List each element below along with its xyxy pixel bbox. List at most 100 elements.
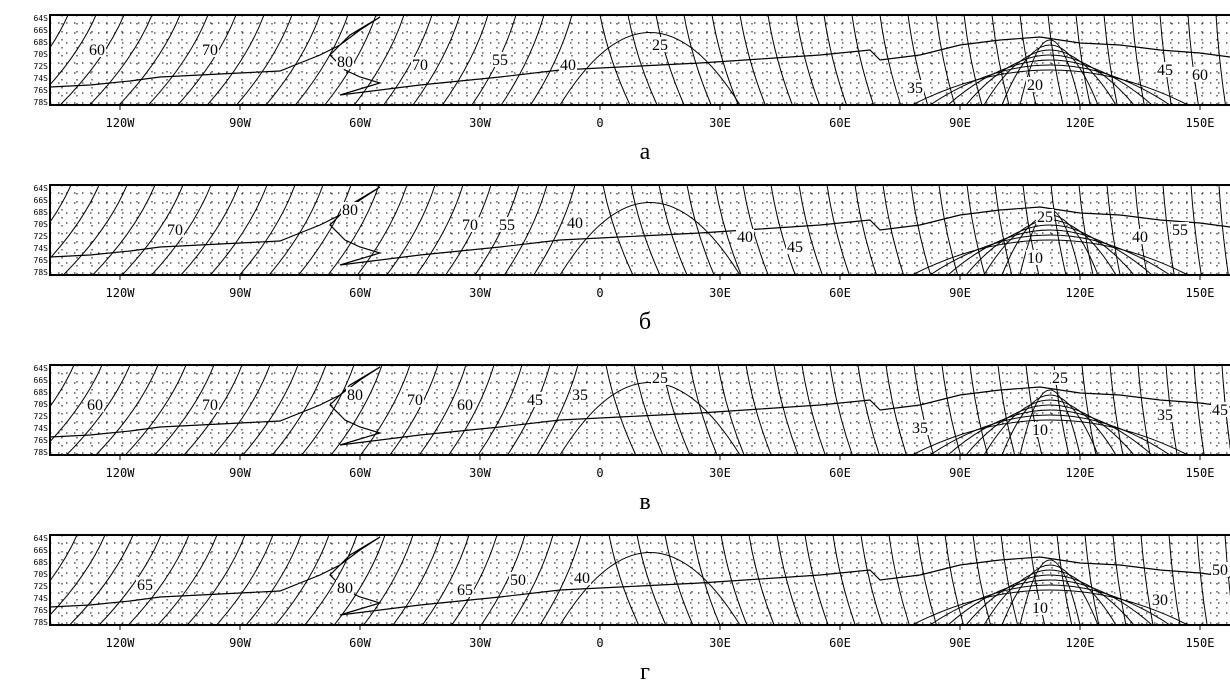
label-bg bbox=[341, 202, 359, 217]
contour-label: 45 bbox=[787, 239, 803, 256]
contour-label: 70 bbox=[202, 42, 218, 59]
contour-line bbox=[608, 535, 640, 625]
y-tick-label: 68S bbox=[34, 388, 49, 397]
y-tick-label: 64S bbox=[34, 534, 49, 543]
contour-line bbox=[965, 224, 1135, 275]
y-tick-label: 76S bbox=[34, 606, 49, 615]
contour-line bbox=[804, 535, 829, 625]
contour-line bbox=[121, 185, 184, 275]
label-bg bbox=[136, 577, 154, 592]
y-tick-label: 78S bbox=[34, 448, 49, 457]
y-tick-label: 64S bbox=[34, 184, 49, 193]
contour-label: 30 bbox=[1152, 592, 1168, 609]
contour-line bbox=[860, 535, 883, 625]
contour-line bbox=[711, 15, 739, 105]
contour-line bbox=[50, 15, 97, 86]
contour-line bbox=[770, 185, 796, 275]
contour-line bbox=[655, 15, 685, 105]
label-bg bbox=[571, 387, 589, 402]
contour-label: 40 bbox=[1132, 229, 1148, 246]
contour-label: 40 bbox=[560, 57, 576, 74]
x-tick-label: 60W bbox=[349, 116, 371, 130]
x-tick-label: 120W bbox=[106, 116, 136, 130]
contour-line bbox=[559, 32, 741, 105]
y-tick-label: 72S bbox=[34, 62, 49, 71]
contour-line bbox=[720, 535, 748, 625]
contour-line bbox=[826, 185, 850, 275]
contour-line bbox=[330, 365, 383, 455]
contour-line bbox=[745, 365, 772, 455]
x-tick-label: 90E bbox=[949, 116, 971, 130]
contour-line bbox=[773, 365, 799, 455]
contour-line bbox=[854, 185, 877, 275]
label-bg bbox=[1036, 209, 1054, 224]
contour-line bbox=[1168, 535, 1181, 625]
label-bg bbox=[336, 580, 354, 595]
label-bg bbox=[911, 420, 929, 435]
x-tick-label: 30E bbox=[709, 116, 731, 130]
contour-line bbox=[929, 234, 1171, 275]
contour-label: 70 bbox=[167, 222, 183, 239]
contour-line bbox=[271, 365, 327, 455]
y-tick-label: 68S bbox=[34, 558, 49, 567]
label-bg bbox=[1026, 250, 1044, 265]
contour-line bbox=[1137, 365, 1151, 455]
contour-line bbox=[983, 569, 1117, 625]
contour-line bbox=[929, 414, 1171, 455]
panel-label: а bbox=[640, 139, 651, 165]
contour-line bbox=[245, 535, 302, 625]
contour-line bbox=[776, 535, 802, 625]
label-bg bbox=[1156, 62, 1174, 77]
x-tick-label: 60E bbox=[829, 116, 851, 130]
contour-line bbox=[412, 15, 461, 105]
contour-label: 55 bbox=[492, 52, 508, 69]
contour-line bbox=[186, 535, 246, 625]
contour-line bbox=[268, 185, 324, 275]
contour-line bbox=[209, 185, 268, 275]
contour-line bbox=[686, 185, 715, 275]
map-panel: 60 70 80 70 55 40 25 35 20 45 60 120W 90W 60W 30W 0 30E 6… bbox=[34, 14, 1230, 165]
contour-line bbox=[965, 574, 1135, 625]
x-tick-label: 30W bbox=[469, 116, 491, 130]
x-tick-label: 60E bbox=[829, 466, 851, 480]
contour-line bbox=[1162, 185, 1175, 275]
contour-line bbox=[689, 365, 718, 455]
y-tick-label: 66S bbox=[34, 196, 49, 205]
contour-line bbox=[503, 185, 548, 275]
contour-label: 50 bbox=[510, 572, 526, 589]
contour-line bbox=[559, 382, 741, 455]
contour-line bbox=[477, 365, 523, 455]
y-tick-label: 70S bbox=[34, 400, 49, 409]
contour-line bbox=[851, 15, 875, 105]
contour-line bbox=[507, 365, 551, 455]
label-bg bbox=[1031, 600, 1049, 615]
contour-label: 80 bbox=[337, 54, 353, 71]
contour-line bbox=[50, 535, 106, 616]
label-bg bbox=[786, 239, 804, 254]
x-tick-label: 30E bbox=[709, 286, 731, 300]
contour-label: 40 bbox=[574, 570, 590, 587]
contour-line bbox=[333, 535, 386, 625]
contour-line bbox=[1106, 185, 1121, 275]
contour-line bbox=[717, 365, 745, 455]
label-bg bbox=[346, 387, 364, 402]
x-tick-label: 90W bbox=[229, 466, 251, 480]
contour-line bbox=[95, 365, 159, 455]
x-tick-label: 150E bbox=[1186, 116, 1215, 130]
x-tick-label: 120W bbox=[106, 466, 136, 480]
contour-line bbox=[798, 185, 823, 275]
contour-line bbox=[748, 535, 775, 625]
contour-line bbox=[947, 59, 1153, 105]
x-tick-label: 90E bbox=[949, 286, 971, 300]
contour-line bbox=[1028, 535, 1046, 625]
contour-line bbox=[801, 365, 826, 455]
contour-line bbox=[386, 185, 436, 275]
label-bg bbox=[566, 215, 584, 230]
contour-label: 35 bbox=[1157, 407, 1173, 424]
contour-line bbox=[947, 579, 1153, 625]
contour-line bbox=[157, 535, 218, 625]
label-bg bbox=[736, 229, 754, 244]
contour-label: 25 bbox=[652, 370, 668, 387]
contour-label: 60 bbox=[457, 397, 473, 414]
y-tick-label: 70S bbox=[34, 570, 49, 579]
